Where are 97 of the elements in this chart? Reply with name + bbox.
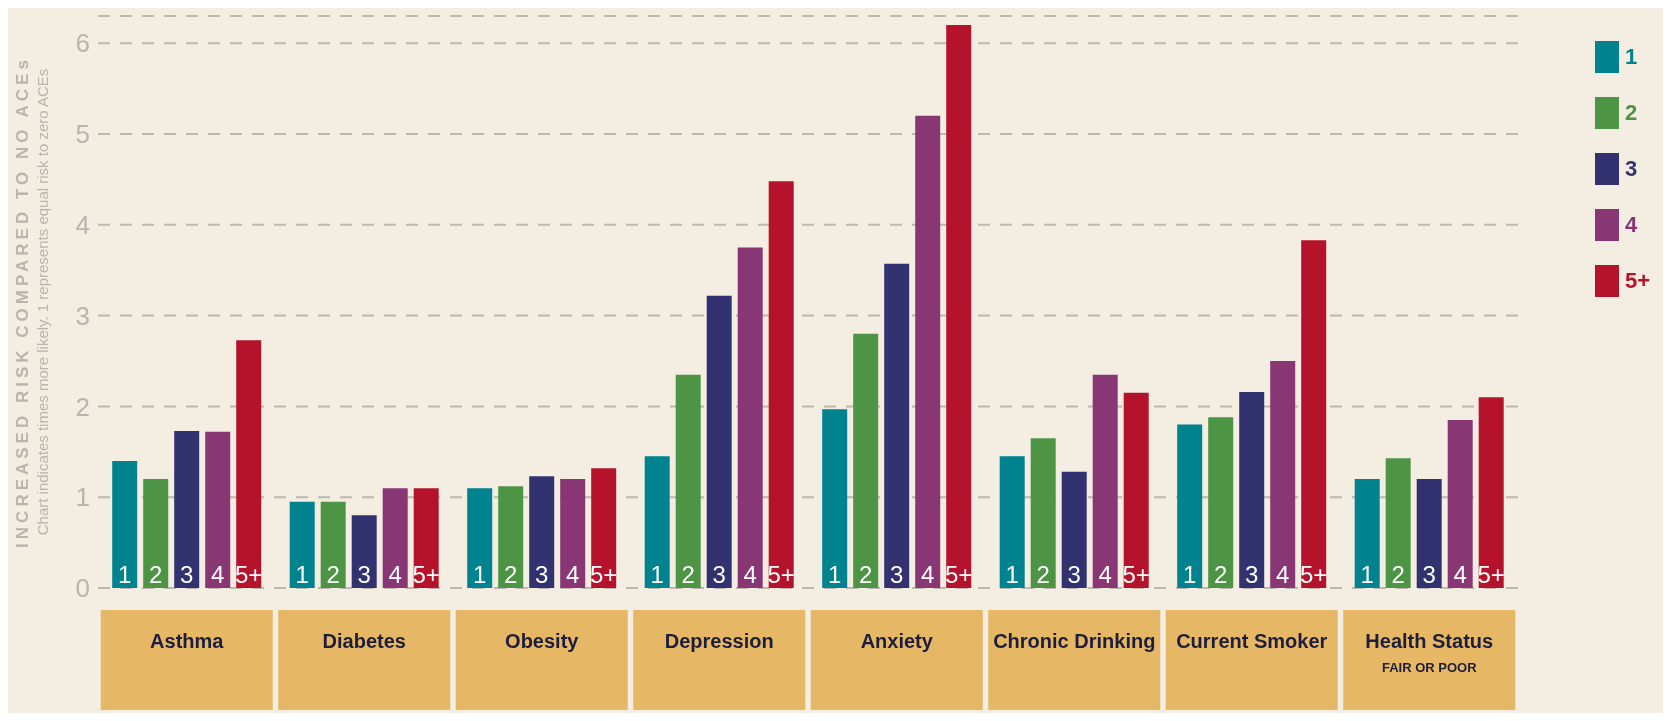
y-tick-label: 0 <box>75 573 90 604</box>
x-tick-label: Anxiety <box>860 630 934 652</box>
y-axis-title: INCREASED RISK COMPARED TO NO ACEs <box>13 56 32 548</box>
text: 3 <box>357 561 371 588</box>
text: 2 <box>326 561 340 588</box>
bar <box>112 460 138 588</box>
bar <box>289 501 315 588</box>
text: Chart indicates times more likely. 1 represents equal risk to zero ACEs <box>34 68 51 536</box>
y-tick-label: 4 <box>75 210 90 241</box>
bar <box>382 488 408 588</box>
text: 4 <box>388 561 402 588</box>
bar <box>706 295 732 588</box>
bar <box>1447 420 1473 588</box>
bar <box>1123 392 1149 588</box>
text: 1 <box>118 561 132 588</box>
bar <box>529 476 555 588</box>
text: 4 <box>566 561 580 588</box>
bar <box>560 479 586 588</box>
text: 5+ <box>1300 561 1328 588</box>
text: 5+ <box>235 561 263 588</box>
bar <box>498 486 524 588</box>
bar <box>236 340 262 588</box>
text: 3 <box>1422 561 1436 588</box>
x-tick-label: Depression <box>664 630 774 652</box>
bar <box>205 431 231 588</box>
bar <box>174 430 200 588</box>
y-tick-label: 2 <box>75 391 90 422</box>
bar <box>822 409 848 588</box>
bar <box>999 456 1025 588</box>
text: 2 <box>681 561 695 588</box>
bar <box>1092 374 1118 588</box>
text: 3 <box>1245 561 1259 588</box>
bar <box>853 333 879 588</box>
text: 4 <box>211 561 225 588</box>
bar <box>1030 438 1056 588</box>
bar <box>1301 240 1327 588</box>
y-tick-label: 5 <box>75 119 90 150</box>
bar <box>768 181 794 588</box>
text: 3 <box>535 561 549 588</box>
text: 5+ <box>590 561 618 588</box>
x-tick-label: Obesity <box>505 630 580 652</box>
bar <box>1385 458 1411 588</box>
text: 1 <box>473 561 487 588</box>
y-tick-label: 6 <box>75 28 90 59</box>
text: 4 <box>1453 561 1467 588</box>
text: 3 <box>712 561 726 588</box>
text: 1 <box>828 561 842 588</box>
text: 3 <box>1067 561 1081 588</box>
bar <box>1416 479 1442 588</box>
text: 4 <box>921 561 935 588</box>
text: 1 <box>1183 561 1197 588</box>
bar <box>675 374 701 588</box>
text: 1 <box>295 561 309 588</box>
text: 4 <box>743 561 757 588</box>
text: 2 <box>1036 561 1050 588</box>
bar <box>591 468 617 588</box>
text: 3 <box>180 561 194 588</box>
legend-label: 3 <box>1625 156 1639 182</box>
text: 1 <box>1005 561 1019 588</box>
bar <box>1478 397 1504 588</box>
bar <box>467 488 493 588</box>
text: 2 <box>1214 561 1228 588</box>
x-tick-label: Diabetes <box>322 630 406 652</box>
bar <box>351 515 377 588</box>
bar <box>1270 361 1296 588</box>
text: 2 <box>149 561 163 588</box>
text: 4 <box>1276 561 1290 588</box>
text: 2 <box>859 561 873 588</box>
legend-label: 4 <box>1625 212 1639 238</box>
text: 5+ <box>945 561 973 588</box>
text: 2 <box>1391 561 1405 588</box>
x-tick-label: Current Smoker <box>1176 630 1328 652</box>
bar <box>1208 417 1234 588</box>
bar <box>1177 424 1203 588</box>
y-tick-label: 1 <box>75 482 90 513</box>
text: 1 <box>650 561 664 588</box>
bar <box>884 263 910 588</box>
text: 1 <box>1360 561 1374 588</box>
bar <box>1239 391 1265 588</box>
text: 3 <box>890 561 904 588</box>
x-tick-label: Chronic Drinking <box>993 630 1156 652</box>
x-tick-label: Health Status FAIR OR POOR <box>1365 630 1494 675</box>
bar <box>644 456 670 588</box>
bar <box>946 25 972 588</box>
text: 4 <box>1098 561 1112 588</box>
bar <box>1354 479 1380 588</box>
legend-label: 5+ <box>1625 268 1652 294</box>
bar <box>915 115 941 588</box>
x-tick-label: Asthma <box>150 630 225 652</box>
bar <box>143 479 169 588</box>
bar <box>320 501 346 588</box>
legend-label: 1 <box>1625 44 1639 70</box>
bar <box>1061 471 1087 588</box>
legend-label: 2 <box>1625 100 1639 126</box>
bar <box>737 247 763 588</box>
y-tick-label: 3 <box>75 300 90 331</box>
text: 2 <box>504 561 518 588</box>
